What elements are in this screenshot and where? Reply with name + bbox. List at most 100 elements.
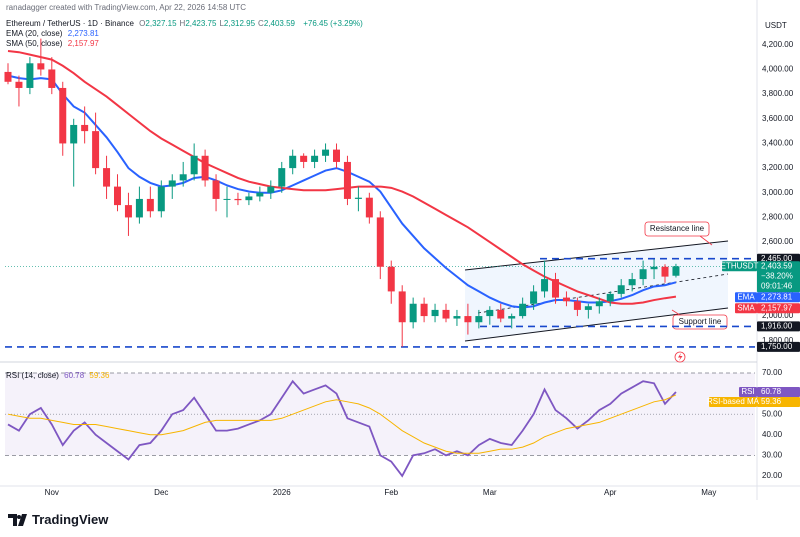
tag-text: 2,465.00 — [761, 254, 793, 263]
candle-body — [431, 309, 439, 317]
y-tick-label: 2,600.00 — [762, 237, 794, 246]
tag-text: 2,273.81 — [761, 292, 793, 301]
y-tick-label: 3,800.00 — [762, 89, 794, 98]
candle-body — [530, 291, 538, 304]
rsi-line — [7, 379, 677, 478]
candle-body — [409, 303, 417, 323]
tag-text: −38.20% — [761, 271, 793, 280]
candle-body — [179, 174, 187, 181]
y-unit: USDT — [765, 21, 787, 30]
candle-body — [92, 131, 100, 169]
x-tick-label: May — [701, 488, 716, 497]
candle-body — [486, 309, 494, 317]
price-tag: 1,916.00 — [757, 321, 800, 332]
candle-body — [223, 198, 231, 200]
candle-body — [234, 198, 242, 201]
x-tick-label: Apr — [604, 488, 617, 497]
legend-name: SMA (50, close) — [6, 39, 63, 48]
y-tick-label: 3,000.00 — [762, 188, 794, 197]
legend-name: RSI (14, close) — [6, 371, 59, 380]
candle-body — [157, 186, 165, 212]
candle-body — [453, 316, 461, 319]
legend-value: 2,157.97 — [67, 39, 99, 48]
logo: TradingView — [8, 512, 108, 527]
callout-box — [644, 221, 710, 237]
tag-box — [757, 396, 800, 407]
candle-body — [212, 180, 220, 199]
price-tag: 1,750.00 — [757, 341, 800, 352]
tag-side-text: SMA — [737, 303, 755, 312]
y-tick-label: 3,400.00 — [762, 139, 794, 148]
candle-body — [333, 149, 340, 162]
candle-body — [267, 186, 275, 193]
tag-side-text: RSI — [741, 387, 754, 396]
candle-body — [37, 63, 45, 70]
sma-legend: SMA (50, close) 2,157.97 — [6, 39, 102, 48]
candle-body — [672, 266, 680, 276]
price-legend: Ethereum / TetherUS · 1D · Binance O2,32… — [6, 19, 366, 28]
ohlc-value: 2,312.95 — [223, 19, 256, 28]
tag-text: 2,157.97 — [761, 303, 793, 312]
callout-box — [672, 314, 728, 330]
ma-line — [7, 49, 677, 305]
y-tick-label: 4,200.00 — [762, 40, 794, 49]
candle-body — [376, 217, 384, 267]
alert-icon — [674, 351, 686, 363]
candle-body — [562, 297, 570, 302]
x-tick-label: Mar — [483, 488, 497, 497]
candle-body — [541, 279, 549, 292]
support-callout: Support line — [671, 309, 728, 330]
tag-box — [757, 386, 800, 397]
candle-body — [464, 316, 472, 323]
tag-side-text: EMA — [737, 292, 755, 301]
callout-pointer — [671, 309, 681, 316]
annotation: Support line — [679, 317, 722, 326]
candle-body — [135, 198, 143, 218]
y-tick-label: 70.00 — [762, 368, 783, 377]
legend-value: 59.36 — [89, 371, 110, 380]
tag-box — [757, 253, 800, 264]
candle-body — [70, 124, 78, 144]
candle-body — [354, 197, 362, 199]
price-tag: 2,157.97 SMA — [735, 303, 800, 314]
y-tick-label: 1,800.00 — [762, 336, 794, 345]
candle-body — [124, 205, 132, 218]
tag-box — [757, 321, 800, 332]
logo-text: TradingView — [32, 512, 109, 527]
ohlc-key: O — [139, 19, 146, 28]
candle-body — [508, 316, 516, 319]
candle-body — [639, 269, 647, 280]
candle-body — [606, 293, 614, 302]
y-tick-label: 30.00 — [762, 450, 783, 459]
tag-text: 59.36 — [761, 397, 782, 406]
change-legend: +76.45 (+3.29%) — [303, 19, 363, 28]
price-tag: 2,465.00 — [757, 253, 800, 264]
tag-side — [709, 396, 757, 407]
candle-body — [497, 309, 505, 319]
candle-body — [584, 306, 592, 310]
x-tick-label: Feb — [384, 488, 398, 497]
symbol-title: Ethereum / TetherUS · 1D · Binance — [6, 19, 134, 28]
candle-body — [300, 155, 308, 162]
candle-body — [4, 71, 12, 82]
tag-box — [757, 292, 800, 303]
legend-value: 2,273.81 — [67, 29, 99, 38]
y-tick-label: 20.00 — [762, 471, 783, 480]
price-tag: 60.78 RSI — [739, 386, 800, 397]
rsi-legend: RSI (14, close) 60.78 59.36 — [6, 371, 112, 380]
x-tick-label: Nov — [45, 488, 59, 497]
tag-box — [757, 261, 800, 293]
rsi-line — [7, 394, 677, 454]
candle-body — [59, 87, 67, 144]
candle-body — [245, 196, 253, 201]
legend-name: EMA (20, close) — [6, 29, 63, 38]
channel-upper — [464, 240, 729, 271]
ohlc-key: C — [258, 19, 264, 28]
ohlc-value: 2,327.15 — [145, 19, 177, 28]
candle-body — [81, 124, 89, 132]
tag-side-text: RSI-based MA — [707, 397, 760, 406]
candle-body — [398, 291, 406, 323]
y-tick-label: 3,600.00 — [762, 114, 794, 123]
